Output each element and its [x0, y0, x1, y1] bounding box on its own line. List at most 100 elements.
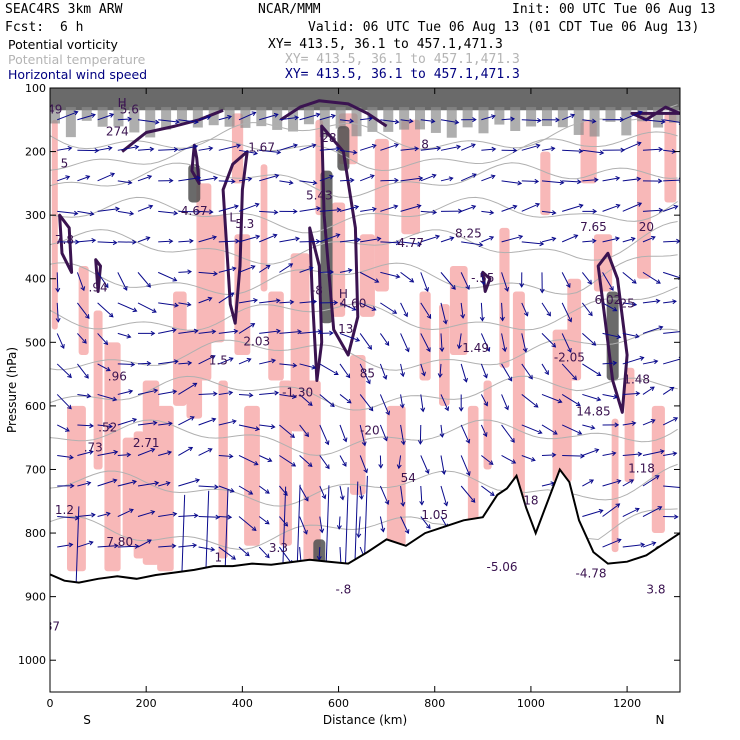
wind-vector-148 — [541, 236, 557, 243]
wind-vector-442 — [622, 542, 646, 548]
pv-value-label-4: 5 — [61, 156, 69, 170]
stratosphere-streak-30 — [526, 107, 537, 127]
stratosphere-streak-28 — [494, 107, 505, 125]
wind-vector-412 — [299, 516, 308, 535]
wind-vector-302 — [521, 394, 539, 408]
wind-vector-319 — [238, 424, 261, 432]
wind-vector-365 — [541, 452, 557, 458]
wind-vector-144 — [461, 241, 484, 248]
wind-vector-434 — [238, 546, 250, 557]
pv-value-label-14: 8 — [421, 137, 429, 151]
stratosphere-streak-4 — [113, 107, 124, 127]
wind-vector-130 — [178, 238, 194, 244]
wind-vector-82 — [460, 173, 477, 182]
wind-vector-42 — [279, 143, 298, 151]
wind-vector-60 — [642, 146, 664, 152]
wind-vector-354 — [319, 455, 330, 470]
field-label-horizontal-wind-speed: Horizontal wind speed — [8, 67, 148, 82]
wind-vector-349 — [218, 453, 234, 459]
wind-vector-96 — [117, 210, 135, 216]
wind-vector-43 — [299, 143, 317, 151]
wind-vector-228 — [279, 329, 302, 335]
valid-time: Valid: 06 UTC Tue 06 Aug 13 (01 CDT Tue … — [308, 20, 700, 35]
x-tick-label-1: 200 — [136, 697, 157, 710]
wind-vector-225 — [218, 328, 239, 334]
wind-vector-261 — [319, 363, 339, 376]
wind-vector-291 — [299, 394, 313, 407]
wind-vector-279 — [56, 394, 72, 410]
wind-vector-190 — [137, 302, 157, 313]
wind-vector-360 — [440, 455, 447, 475]
pv-value-label-35: -8 — [311, 284, 323, 298]
wind-vector-69 — [198, 175, 219, 182]
wind-vector-317 — [198, 417, 217, 426]
wind-vector-268 — [460, 363, 468, 383]
pv-value-label-1: H — [118, 96, 127, 110]
pv-contour-6 — [481, 270, 492, 293]
wind-vector-14 — [339, 118, 355, 124]
wind-vector-58 — [602, 147, 626, 153]
wind-vector-251 — [117, 361, 136, 367]
pv-contour-layer — [58, 99, 680, 414]
wind-vector-170 — [359, 271, 380, 283]
wind-vector-394 — [541, 481, 556, 487]
wind-vector-253 — [158, 359, 179, 365]
wind-vector-333 — [521, 424, 543, 435]
wind-vector-157 — [97, 272, 109, 289]
y-tick-label-8: 900 — [25, 591, 46, 604]
wind-vector-373 — [77, 480, 92, 487]
wind-vector-283 — [137, 388, 159, 395]
wind-vector-23 — [521, 117, 542, 123]
pv-shade-42 — [611, 418, 619, 553]
wind-vector-411 — [279, 516, 289, 527]
wind-vector-277 — [642, 359, 659, 365]
wind-vector-249 — [77, 363, 89, 379]
wind-vector-169 — [339, 268, 353, 274]
wind-vector-299 — [458, 394, 464, 412]
wind-vector-325 — [359, 424, 367, 447]
wind-vector-147 — [521, 241, 545, 247]
wind-vector-353 — [299, 455, 313, 468]
wind-vector-238 — [480, 333, 491, 352]
wind-vector-22 — [501, 116, 516, 122]
wind-vector-10 — [259, 112, 279, 121]
wind-vector-210 — [541, 302, 551, 317]
wind-vector-132 — [218, 238, 240, 244]
wind-vector-248 — [56, 363, 72, 379]
wind-vector-112 — [440, 208, 463, 214]
wind-vector-31 — [57, 145, 73, 151]
wind-vector-239 — [501, 333, 507, 353]
pv-value-label-22: 25 — [619, 296, 634, 310]
wind-vector-344 — [117, 452, 132, 458]
wind-vector-142 — [420, 234, 441, 243]
wind-vector-63 — [77, 175, 91, 182]
wind-vector-191 — [158, 302, 179, 308]
wind-vector-294 — [359, 394, 374, 412]
wind-vector-296 — [399, 394, 405, 409]
wind-vector-89 — [602, 175, 621, 182]
wind-vector-348 — [198, 448, 213, 456]
wind-vector-243 — [582, 333, 597, 346]
wind-vector-195 — [238, 298, 258, 304]
wind-vector-335 — [561, 424, 583, 435]
wind-vector-181 — [581, 272, 592, 285]
pv-value-label-43: 1.05 — [421, 508, 448, 522]
pv-shade-43 — [624, 367, 635, 483]
wind-vector-399 — [663, 485, 680, 489]
wind-vector-441 — [602, 538, 622, 548]
wind-vector-293 — [339, 394, 352, 404]
wind-vector-134 — [259, 233, 278, 243]
wind-vector-3 — [117, 116, 133, 122]
wind-vector-332 — [501, 424, 515, 443]
field-label-potential-temperature: Potential temperature — [8, 52, 146, 67]
wind-vector-336 — [582, 424, 596, 430]
wind-vector-64 — [97, 172, 116, 182]
wind-vector-316 — [178, 416, 195, 426]
pv-fold-1 — [337, 126, 350, 171]
stratosphere-streak-21 — [383, 107, 394, 132]
pv-value-label-41: 1 — [215, 551, 223, 565]
wind-vector-393 — [481, 485, 495, 497]
wind-vector-242 — [561, 333, 572, 353]
wind-vector-104 — [279, 208, 298, 214]
